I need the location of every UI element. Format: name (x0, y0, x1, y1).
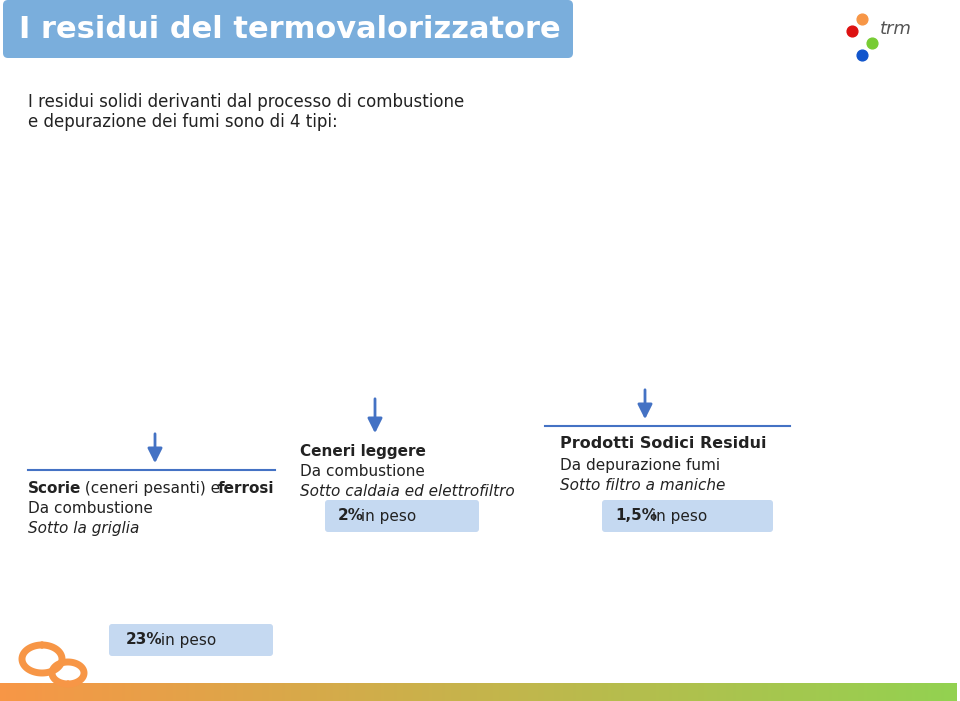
Text: Da depurazione fumi: Da depurazione fumi (560, 458, 720, 473)
Point (854, 49, 870, 60)
Text: 23%: 23% (126, 632, 162, 648)
FancyBboxPatch shape (325, 500, 479, 532)
Point (845, 25, 860, 36)
Text: ferrosi: ferrosi (218, 481, 275, 496)
Text: trm: trm (880, 20, 912, 38)
Text: Sotto la griglia: Sotto la griglia (28, 521, 139, 536)
Text: 1,5%: 1,5% (615, 508, 657, 524)
FancyBboxPatch shape (3, 0, 573, 58)
Text: 2%: 2% (338, 508, 364, 524)
Text: Da combustione: Da combustione (300, 464, 425, 479)
Text: in peso: in peso (356, 508, 417, 524)
Text: Da combustione: Da combustione (28, 501, 153, 516)
Point (864, 37, 879, 48)
Text: Scorie: Scorie (28, 481, 82, 496)
Point (854, 13, 870, 25)
Text: Sotto caldaia ed elettrofiltro: Sotto caldaia ed elettrofiltro (300, 484, 515, 499)
FancyBboxPatch shape (109, 624, 273, 656)
Text: in peso: in peso (647, 508, 708, 524)
FancyBboxPatch shape (602, 500, 773, 532)
Text: Sotto filtro a maniche: Sotto filtro a maniche (560, 478, 726, 493)
Text: in peso: in peso (156, 632, 216, 648)
Text: Ceneri leggere: Ceneri leggere (300, 444, 426, 459)
Text: e depurazione dei fumi sono di 4 tipi:: e depurazione dei fumi sono di 4 tipi: (28, 113, 338, 131)
Text: I residui del termovalorizzatore: I residui del termovalorizzatore (19, 15, 561, 43)
Text: (ceneri pesanti) e: (ceneri pesanti) e (80, 481, 225, 496)
Text: I residui solidi derivanti dal processo di combustione: I residui solidi derivanti dal processo … (28, 93, 465, 111)
Text: Prodotti Sodici Residui: Prodotti Sodici Residui (560, 436, 766, 451)
